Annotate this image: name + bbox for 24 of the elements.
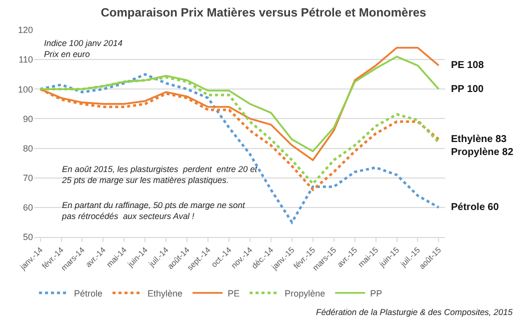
y-tick-label: 50 [22,232,33,242]
y-tick-label: 80 [22,143,33,154]
legend-label: Pétrole [74,288,103,298]
legend-label: Propylène [284,288,326,298]
line-series [39,73,440,224]
annotation: En partant du raffinage, 50 pts de marge ne sont pas rétrocédés aux secteurs Aval ! [61,200,246,222]
annotation: Ethylène 83 [451,134,508,145]
annotation: PE 108 [451,60,484,71]
text: Fédération de la Plasturgie & des Composites, 2015 [316,307,513,317]
annotation: Pétrole 60 [451,202,500,213]
annotation: Indice 100 janv 2014 Prix en euro [44,38,123,60]
annotation: PP 100 [451,84,484,95]
y-tick-label: 120 [18,25,33,36]
legend-label: PE [228,288,240,298]
legend-label: PP [370,288,382,298]
y-tick-label: 70 [22,173,33,184]
annotation: En août 2015, les plasturgistes perdent entre 20 et 25 pts de marge sur les matières plastiques. [61,164,258,186]
legend-label: Ethylène [148,288,183,298]
chart-title: Comparaison Prix Matières versus Pétrole et Monomères [100,5,427,20]
y-tick-label: 110 [18,54,33,65]
y-tick-label: 60 [22,202,33,213]
y-tick-label: 90 [22,114,33,124]
annotation: Propylène 82 [451,147,514,158]
y-tick-label: 100 [18,84,33,94]
